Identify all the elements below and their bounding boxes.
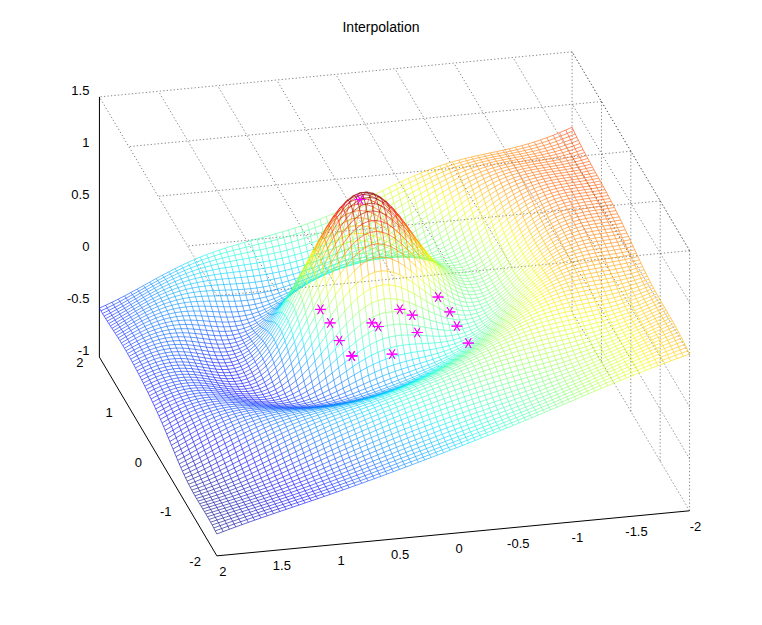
svg-text:0: 0 [135,455,142,470]
svg-text:1: 1 [337,553,344,568]
svg-text:1.5: 1.5 [273,558,291,573]
svg-text:2: 2 [219,564,226,579]
svg-text:1: 1 [105,405,112,420]
svg-text:-1: -1 [160,504,172,519]
svg-text:0: 0 [456,541,463,556]
svg-text:-1: -1 [572,530,584,545]
svg-text:-2: -2 [690,519,702,534]
svg-text:Interpolation: Interpolation [342,19,419,35]
svg-text:-0.5: -0.5 [67,291,89,306]
svg-text:-2: -2 [189,554,201,569]
svg-text:0: 0 [82,239,89,254]
svg-text:-0.5: -0.5 [507,536,529,551]
svg-text:1: 1 [82,135,89,150]
svg-text:0.5: 0.5 [71,187,89,202]
svg-text:-1.5: -1.5 [625,524,647,539]
svg-text:-1: -1 [78,343,90,358]
svg-text:1.5: 1.5 [71,83,89,98]
svg-text:0.5: 0.5 [391,547,409,562]
